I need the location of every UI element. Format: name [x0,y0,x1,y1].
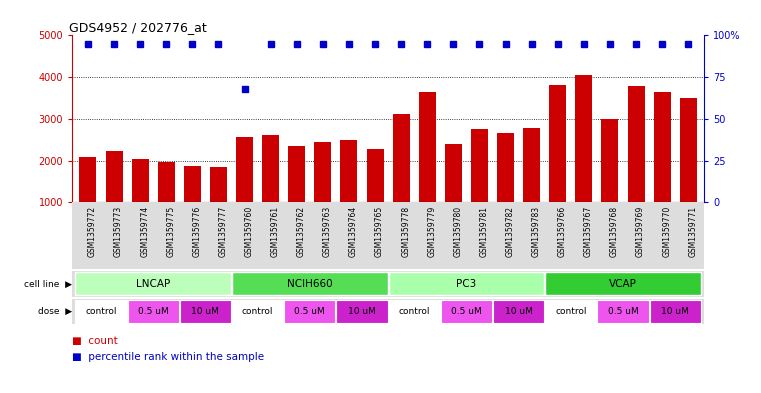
Bar [575,75,592,202]
Bar [367,149,384,202]
Bar [210,167,227,202]
Text: GSM1359779: GSM1359779 [427,206,436,257]
Text: GSM1359760: GSM1359760 [244,206,253,257]
Text: GSM1359762: GSM1359762 [297,206,306,257]
Text: control: control [555,307,587,316]
Text: GSM1359781: GSM1359781 [479,206,489,257]
Bar [441,300,492,323]
Text: 10 uM: 10 uM [661,307,689,316]
Bar [288,145,305,202]
Text: GSM1359767: GSM1359767 [584,206,593,257]
Text: GSM1359761: GSM1359761 [271,206,279,257]
Bar [232,272,387,296]
Text: GDS4952 / 202776_at: GDS4952 / 202776_at [69,21,207,34]
Bar [597,300,648,323]
Text: 0.5 uM: 0.5 uM [295,307,325,316]
Bar [654,92,670,202]
Text: ■  percentile rank within the sample: ■ percentile rank within the sample [72,352,264,362]
Text: GSM1359776: GSM1359776 [193,206,202,257]
Bar [75,272,231,296]
Text: GSM1359778: GSM1359778 [401,206,410,257]
Text: GSM1359780: GSM1359780 [454,206,463,257]
Text: GSM1359766: GSM1359766 [558,206,567,257]
Bar [184,166,201,202]
Text: GSM1359782: GSM1359782 [505,206,514,257]
Bar [545,272,701,296]
Bar [549,84,566,202]
Text: cell line  ▶: cell line ▶ [24,279,72,288]
Text: GSM1359765: GSM1359765 [375,206,384,257]
Bar [601,119,619,202]
Text: PC3: PC3 [457,279,476,289]
Text: 0.5 uM: 0.5 uM [451,307,482,316]
Bar [523,128,540,202]
Bar [336,300,387,323]
Text: ■  count: ■ count [72,336,118,346]
Bar [389,272,544,296]
Text: GSM1359763: GSM1359763 [323,206,332,257]
Bar [493,300,544,323]
Text: GSM1359777: GSM1359777 [218,206,228,257]
Bar [158,162,175,202]
Text: GSM1359783: GSM1359783 [532,206,540,257]
Bar [628,86,645,202]
Text: GSM1359772: GSM1359772 [88,206,97,257]
Text: VCAP: VCAP [609,279,637,289]
Bar [545,300,597,323]
Text: 0.5 uM: 0.5 uM [607,307,638,316]
Bar [128,300,179,323]
Bar [650,300,701,323]
Text: GSM1359774: GSM1359774 [140,206,149,257]
Text: 10 uM: 10 uM [348,307,376,316]
Bar [314,142,331,202]
Bar [180,300,231,323]
Bar [497,134,514,202]
Text: 10 uM: 10 uM [505,307,533,316]
Bar [232,300,283,323]
Text: control: control [399,307,430,316]
Bar [75,300,126,323]
Bar [263,135,279,202]
Text: GSM1359768: GSM1359768 [610,206,619,257]
Text: GSM1359771: GSM1359771 [688,206,697,257]
Bar [284,300,336,323]
Bar [393,114,409,202]
Text: 0.5 uM: 0.5 uM [138,307,169,316]
Bar [106,151,123,202]
Text: GSM1359773: GSM1359773 [114,206,123,257]
Text: dose  ▶: dose ▶ [38,307,72,316]
Bar [445,144,462,202]
Text: GSM1359775: GSM1359775 [166,206,175,257]
Text: NCIH660: NCIH660 [287,279,333,289]
Text: LNCAP: LNCAP [136,279,170,289]
Bar [389,300,440,323]
Bar [471,129,488,202]
Bar [419,92,436,202]
Bar [680,97,697,202]
Text: control: control [85,307,116,316]
Bar [236,137,253,202]
Text: GSM1359770: GSM1359770 [662,206,671,257]
Text: GSM1359764: GSM1359764 [349,206,358,257]
Text: GSM1359769: GSM1359769 [636,206,645,257]
Bar [340,140,358,202]
Bar [79,157,97,202]
Text: 10 uM: 10 uM [192,307,219,316]
Text: control: control [242,307,273,316]
Bar [132,160,148,202]
